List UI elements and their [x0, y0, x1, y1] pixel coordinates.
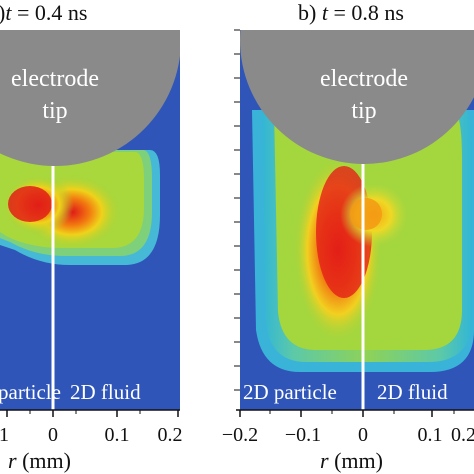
panel-b-right-label: 2D fluid — [377, 380, 448, 404]
panel-b-title-value: = 0.8 ns — [328, 0, 404, 25]
panel-a-title-value: = 0.4 ns — [11, 0, 87, 25]
panel-a-tick-label: 1 — [0, 424, 9, 446]
panel-b-electrode — [240, 30, 474, 164]
panel-a-right-label: 2D fluid — [70, 380, 141, 404]
panel-a-title-var: t — [5, 0, 12, 25]
panel-a-electrode-label-line1: electrode — [11, 66, 99, 92]
panel-b-tick-label: 0.2 — [451, 424, 474, 446]
panel-a-electrode — [0, 30, 180, 166]
panel-a-tick-label: 0.1 — [105, 424, 130, 446]
panel-b-title: b) t = 0.8 ns — [298, 0, 404, 25]
panel-a-title-prefix: ) — [0, 0, 5, 25]
panel-b: electrode tip 2D particle 2D fluid b) t … — [222, 0, 474, 446]
panel-a-electrode-label-line2: tip — [42, 98, 67, 124]
panel-b-y-axis — [234, 29, 240, 391]
panel-a-left-label: particle — [0, 380, 61, 404]
panel-a: electrode tip particle 2D fluid )t = 0.4… — [0, 0, 183, 446]
panel-b-xlabel: r (mm) — [320, 448, 383, 473]
panel-b-left-label: 2D particle — [243, 380, 337, 404]
panel-a-xlabel: r (mm) — [8, 448, 71, 473]
panel-b-x-axis — [236, 409, 474, 417]
panel-a-title: )t = 0.4 ns — [0, 0, 87, 25]
panel-b-electrode-label-line2: tip — [351, 98, 376, 124]
panel-b-tick-label: −0.1 — [285, 424, 321, 446]
panel-b-tick-label: −0.2 — [222, 424, 258, 446]
panel-b-electrode-label-line1: electrode — [320, 66, 408, 92]
panel-a-tick-label: 0.2 — [158, 424, 183, 446]
panel-a-tick-label: 0 — [48, 424, 58, 446]
panel-b-title-prefix: b) — [298, 0, 322, 25]
panel-b-tick-label: 0 — [358, 424, 368, 446]
panel-b-tick-label: 0.1 — [418, 424, 443, 446]
panel-a-x-axis — [0, 409, 180, 417]
panel-b-title-var: t — [322, 0, 329, 25]
